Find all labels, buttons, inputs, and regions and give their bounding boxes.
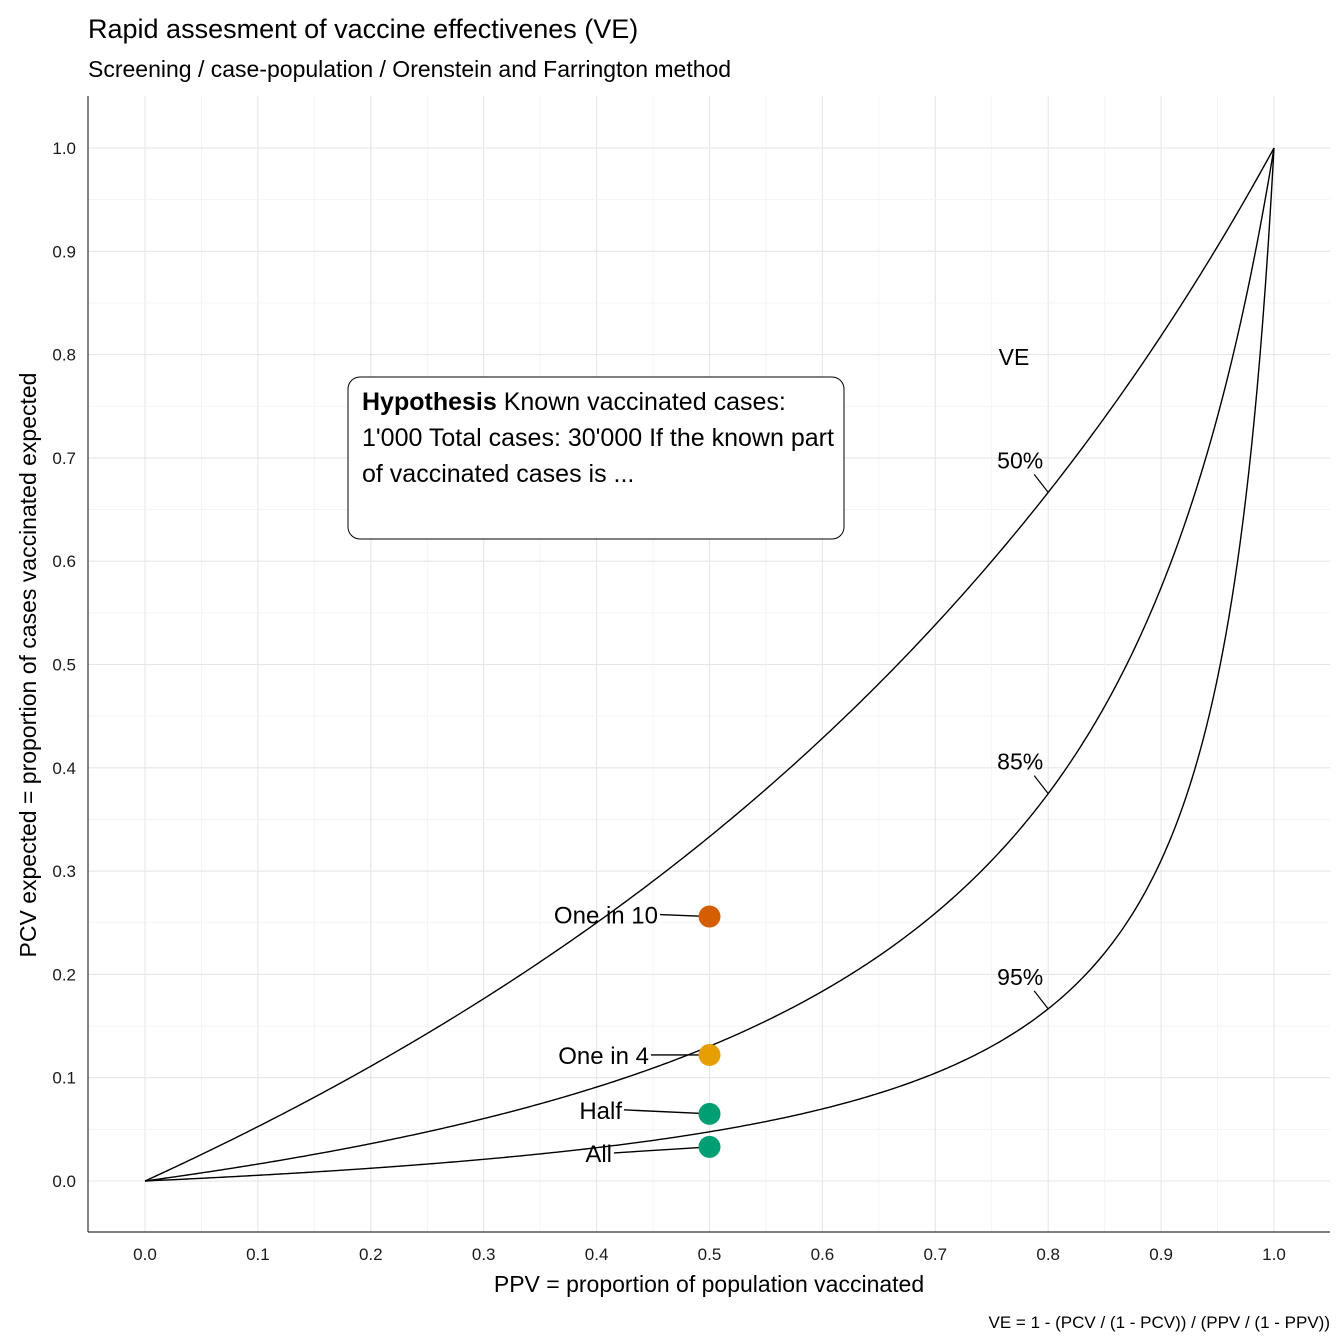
y-tick-label: 0.8 bbox=[52, 346, 76, 365]
ve-curve-labels: 50% 85% 95% bbox=[997, 447, 1049, 1010]
point-all bbox=[698, 1135, 721, 1158]
x-tick-label: 1.0 bbox=[1262, 1245, 1286, 1264]
point-leader bbox=[623, 1109, 710, 1115]
ve-label-85: 85% bbox=[997, 749, 1043, 775]
legend-title: VE bbox=[999, 344, 1030, 370]
point-half bbox=[698, 1102, 721, 1125]
ve-curve-95 bbox=[144, 147, 1275, 1182]
x-tick-label: 0.8 bbox=[1036, 1245, 1060, 1264]
x-tick-label: 0.2 bbox=[359, 1245, 383, 1264]
x-tick-label: 0.0 bbox=[133, 1245, 157, 1264]
y-tick-label: 0.3 bbox=[52, 862, 76, 881]
y-tick-label: 1.0 bbox=[52, 139, 76, 158]
grid bbox=[88, 96, 1330, 1232]
y-tick-label: 0.4 bbox=[52, 759, 76, 778]
point-one-in-10 bbox=[698, 905, 721, 928]
y-tick-label: 0.1 bbox=[52, 1069, 76, 1088]
y-tick-label: 0.9 bbox=[52, 242, 76, 261]
x-tick-label: 0.3 bbox=[472, 1245, 496, 1264]
ve-label-95: 95% bbox=[997, 964, 1043, 990]
ve-curve-50 bbox=[144, 147, 1275, 1182]
y-tick-label: 0.0 bbox=[52, 1172, 76, 1191]
annotation-bold: Hypothesis bbox=[362, 388, 497, 416]
y-tick-label: 0.6 bbox=[52, 552, 76, 571]
annotation-body: Known vaccinated cases: 1'000 Total case… bbox=[362, 388, 834, 488]
ve-label-leader bbox=[1033, 990, 1049, 1010]
x-tick-label: 0.4 bbox=[585, 1245, 609, 1264]
y-axis-title: PCV expected = proportion of cases vacci… bbox=[15, 373, 41, 958]
x-tick-label: 0.6 bbox=[811, 1245, 835, 1264]
y-tick-label: 0.2 bbox=[52, 965, 76, 984]
point-label-all: All bbox=[585, 1141, 612, 1168]
point-one-in-4 bbox=[698, 1043, 721, 1066]
ve-label-leader bbox=[1033, 775, 1049, 794]
y-tick-label: 0.5 bbox=[52, 656, 76, 675]
chart-title: Rapid assesment of vaccine effectivenes … bbox=[88, 14, 638, 44]
x-axis-title: PPV = proportion of population vaccinate… bbox=[494, 1271, 924, 1297]
chart-subtitle: Screening / case-population / Orenstein … bbox=[88, 56, 731, 82]
x-tick-label: 0.1 bbox=[246, 1245, 270, 1264]
caption: VE = 1 - (PCV / (1 - PCV)) / (PPV / (1 -… bbox=[989, 1313, 1330, 1332]
tick-labels: 0.0 0.1 0.2 0.3 0.4 0.5 0.6 0.7 0.8 0.9 1.0 0.0 0.1 0… bbox=[52, 139, 1285, 1264]
point-label-one-in-4: One in 4 bbox=[558, 1043, 649, 1070]
point-leader bbox=[613, 1146, 710, 1154]
axes bbox=[87, 96, 1330, 1233]
data-points: One in 10 One in 4 Half All bbox=[554, 903, 721, 1168]
point-label-half: Half bbox=[579, 1098, 622, 1125]
x-tick-label: 0.7 bbox=[923, 1245, 947, 1264]
ve-label-leader bbox=[1033, 473, 1049, 493]
annotation-text: Hypothesis Known vaccinated cases: 1'000… bbox=[362, 384, 838, 492]
x-tick-label: 0.5 bbox=[698, 1245, 722, 1264]
y-tick-label: 0.7 bbox=[52, 449, 76, 468]
x-tick-label: 0.9 bbox=[1149, 1245, 1173, 1264]
point-label-one-in-10: One in 10 bbox=[554, 903, 658, 930]
annotation-box: Hypothesis Known vaccinated cases: 1'000… bbox=[347, 376, 845, 540]
ve-label-50: 50% bbox=[997, 447, 1043, 473]
